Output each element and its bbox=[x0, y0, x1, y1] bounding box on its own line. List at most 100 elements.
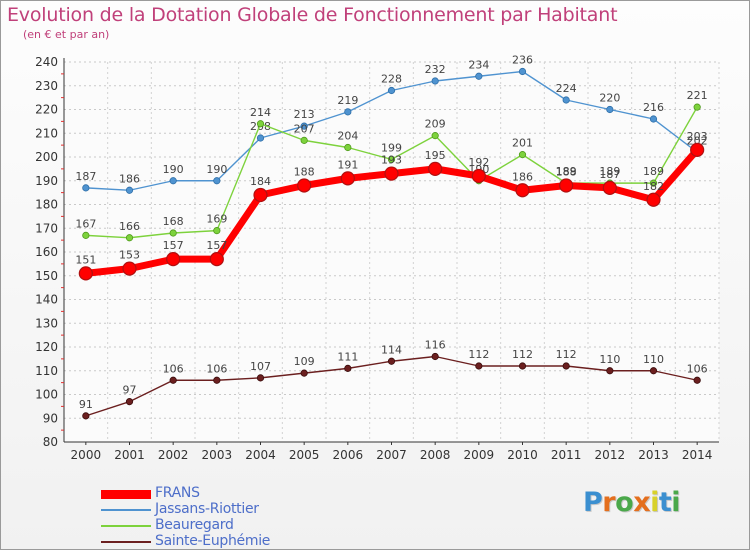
x-tick-label: 2004 bbox=[245, 448, 276, 462]
data-point bbox=[475, 362, 483, 370]
data-point bbox=[475, 72, 483, 80]
logo-letter: x bbox=[633, 487, 651, 518]
data-point bbox=[125, 186, 134, 194]
data-label: 91 bbox=[79, 398, 93, 411]
data-point bbox=[387, 357, 396, 365]
data-point bbox=[213, 177, 221, 185]
x-tick-label: 2012 bbox=[595, 448, 626, 462]
data-point bbox=[82, 412, 90, 420]
data-label: 203 bbox=[687, 130, 708, 143]
data-point bbox=[431, 352, 439, 361]
data-label: 166 bbox=[119, 220, 140, 233]
data-label: 187 bbox=[75, 170, 96, 183]
data-point bbox=[209, 252, 224, 267]
data-point bbox=[431, 77, 439, 85]
data-point bbox=[169, 177, 177, 185]
data-label: 106 bbox=[163, 362, 184, 375]
data-label: 116 bbox=[425, 339, 446, 352]
data-label: 201 bbox=[512, 137, 533, 150]
y-tick-label: 130 bbox=[35, 316, 58, 330]
x-tick-label: 2013 bbox=[638, 448, 669, 462]
x-tick-label: 2009 bbox=[464, 448, 495, 462]
data-point bbox=[518, 151, 527, 159]
data-point bbox=[344, 108, 352, 116]
data-label: 167 bbox=[75, 217, 96, 230]
data-label: 216 bbox=[643, 101, 664, 114]
data-label: 106 bbox=[206, 362, 227, 375]
data-label: 191 bbox=[337, 158, 358, 171]
data-point bbox=[82, 184, 90, 192]
proxiti-logo: Proxiti bbox=[583, 487, 681, 518]
data-point bbox=[649, 179, 658, 187]
data-point bbox=[125, 398, 134, 406]
data-point bbox=[471, 168, 486, 184]
chart-title: Evolution de la Dotation Globale de Fonc… bbox=[7, 4, 618, 26]
data-point bbox=[213, 376, 221, 384]
data-point bbox=[387, 86, 396, 95]
legend-label: Sainte-Euphémie bbox=[155, 533, 271, 549]
legend-item: FRANS bbox=[101, 485, 401, 502]
data-label: 182 bbox=[643, 180, 664, 193]
data-point bbox=[649, 367, 658, 375]
x-tick-label: 2001 bbox=[114, 448, 145, 462]
data-point bbox=[300, 136, 308, 144]
y-tick-label: 100 bbox=[35, 388, 58, 402]
y-tick-label: 240 bbox=[35, 55, 58, 69]
x-tick-label: 2014 bbox=[682, 448, 713, 462]
data-label: 209 bbox=[425, 118, 446, 131]
data-label: 236 bbox=[512, 54, 533, 67]
x-tick-label: 2005 bbox=[289, 448, 320, 462]
x-tick-label: 2010 bbox=[507, 448, 538, 462]
data-point bbox=[693, 376, 701, 384]
data-label: 187 bbox=[599, 168, 620, 181]
x-tick-label: 2006 bbox=[333, 448, 364, 462]
y-tick-label: 210 bbox=[35, 126, 58, 140]
data-point bbox=[606, 367, 614, 375]
data-label: 110 bbox=[643, 353, 664, 366]
y-tick-label: 230 bbox=[35, 79, 58, 93]
y-tick-label: 110 bbox=[35, 364, 58, 378]
data-point bbox=[606, 105, 614, 114]
data-label: 151 bbox=[75, 253, 96, 266]
data-label: 192 bbox=[468, 156, 489, 169]
data-point bbox=[297, 178, 312, 193]
data-point bbox=[125, 234, 134, 242]
legend-swatch bbox=[101, 541, 151, 543]
legend-label: FRANS bbox=[155, 485, 200, 501]
data-label: 234 bbox=[468, 58, 489, 71]
legend-swatch bbox=[101, 525, 151, 527]
data-label: 232 bbox=[425, 63, 446, 76]
data-label: 107 bbox=[250, 360, 271, 373]
y-tick-label: 220 bbox=[35, 103, 58, 117]
data-point bbox=[562, 96, 570, 104]
y-tick-label: 120 bbox=[35, 340, 58, 354]
y-tick-label: 200 bbox=[35, 150, 58, 164]
data-label: 199 bbox=[381, 141, 402, 154]
data-label: 157 bbox=[163, 239, 184, 252]
data-label: 188 bbox=[294, 166, 315, 179]
data-label: 157 bbox=[206, 239, 227, 252]
data-point bbox=[256, 374, 265, 382]
x-tick-label: 2011 bbox=[551, 448, 582, 462]
y-tick-label: 160 bbox=[35, 245, 58, 259]
data-label: 186 bbox=[119, 172, 140, 185]
x-tick-label: 2008 bbox=[420, 448, 451, 462]
x-tick-label: 2000 bbox=[71, 448, 102, 462]
data-label: 195 bbox=[425, 149, 446, 162]
logo-letter: r bbox=[602, 487, 616, 518]
data-point bbox=[649, 115, 658, 123]
data-label: 186 bbox=[512, 170, 533, 183]
data-label: 224 bbox=[556, 82, 577, 95]
data-point bbox=[562, 362, 570, 370]
data-label: 153 bbox=[119, 249, 140, 262]
data-point bbox=[387, 155, 396, 163]
data-point bbox=[518, 362, 527, 370]
data-point bbox=[344, 364, 352, 372]
legend-item: Jassans-Riottier bbox=[101, 501, 401, 518]
data-point bbox=[300, 122, 308, 130]
data-point bbox=[256, 120, 265, 128]
data-point bbox=[169, 376, 177, 384]
data-point bbox=[693, 103, 701, 111]
